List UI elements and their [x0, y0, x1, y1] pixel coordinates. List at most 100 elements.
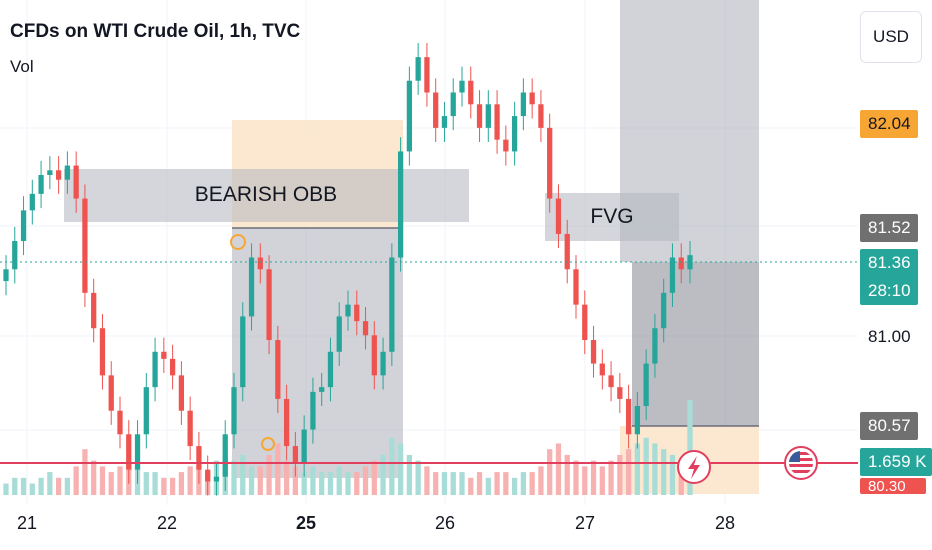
- volume-bar: [573, 460, 579, 495]
- x-tick-label: 25: [295, 513, 317, 533]
- candle-body: [327, 351, 334, 388]
- volume-bar: [354, 472, 360, 495]
- candle-body: [205, 469, 211, 482]
- volume-bar: [450, 472, 456, 495]
- candle-body: [468, 80, 474, 105]
- candle-body: [573, 269, 579, 305]
- volume-bar: [397, 443, 404, 495]
- fvg-label: FVG: [590, 205, 634, 228]
- volume-bar: [424, 466, 430, 495]
- volume-bar: [643, 437, 649, 495]
- volume-indicator-label[interactable]: Vol: [10, 57, 34, 76]
- volume-bar: [266, 454, 272, 495]
- volume-bar: [240, 454, 246, 495]
- candle-body: [213, 476, 220, 482]
- current-price-label: 81.36: [860, 249, 918, 277]
- volume-bar: [494, 472, 500, 495]
- volume-bar: [3, 483, 9, 495]
- volume-bar: [468, 477, 474, 495]
- us-flag-icon[interactable]: [784, 446, 818, 480]
- candle-body: [590, 340, 597, 364]
- volume-bar: [371, 460, 377, 495]
- volume-bar: [547, 449, 553, 495]
- volume-bar: [582, 466, 588, 495]
- candle-body: [538, 104, 544, 128]
- candle-body: [126, 434, 132, 470]
- candle-body: [661, 292, 667, 329]
- volume-bar: [143, 472, 149, 495]
- volume-bar: [38, 477, 44, 495]
- candle-body: [91, 292, 97, 329]
- candle-body: [547, 127, 553, 199]
- candle-body: [555, 198, 562, 234]
- countdown-label: 28:10: [860, 277, 918, 305]
- volume-bar: [99, 466, 106, 495]
- candle-body: [152, 351, 158, 388]
- candle-body: [511, 116, 518, 152]
- candle-body: [187, 410, 193, 447]
- volume-bar: [625, 449, 632, 495]
- candle-body: [494, 104, 500, 140]
- volume-bar: [564, 454, 570, 495]
- signal-marker-circle[interactable]: [230, 234, 246, 250]
- candle-body: [134, 434, 141, 470]
- candle-body: [380, 351, 386, 376]
- candle-body: [564, 233, 570, 270]
- candle-body: [161, 351, 167, 359]
- volume-bar: [47, 472, 53, 495]
- volume-bar: [362, 466, 369, 495]
- candle-body: [406, 80, 413, 152]
- volume-bar: [257, 466, 263, 495]
- currency-button[interactable]: USD: [860, 11, 922, 63]
- volume-bar: [389, 437, 395, 495]
- candles: [3, 43, 693, 496]
- candle-body: [222, 434, 228, 477]
- volume-bar: [310, 466, 316, 495]
- volume-label: 1.659 K: [860, 448, 932, 476]
- candle-body: [433, 92, 439, 128]
- short-position-stop-zone[interactable]: [232, 228, 403, 478]
- volume-bar: [608, 460, 614, 495]
- candle-body: [64, 165, 71, 180]
- candle-body: [12, 241, 18, 270]
- x-tick-label: 27: [574, 513, 596, 533]
- lightning-icon[interactable]: [677, 450, 711, 484]
- candle-body: [415, 57, 421, 81]
- candle-body: [441, 116, 448, 128]
- candle-body: [82, 198, 88, 293]
- candle-body: [582, 304, 588, 340]
- candle-body: [266, 269, 272, 340]
- volume-bar: [275, 443, 281, 495]
- candle-body: [371, 335, 377, 376]
- volume-bar: [538, 466, 544, 495]
- candle-body: [257, 257, 263, 270]
- candle-body: [108, 375, 114, 411]
- candle-body: [3, 269, 9, 282]
- candle-body: [362, 321, 369, 336]
- volume-bar: [73, 466, 79, 495]
- position-upper-zone[interactable]: [620, 0, 759, 262]
- volume-bar: [590, 460, 597, 495]
- candle-body: [55, 170, 62, 180]
- volume-bar: [661, 449, 667, 495]
- volume-bar: [415, 460, 421, 495]
- candle-body: [520, 92, 527, 117]
- level-high-label: 81.52: [860, 214, 918, 242]
- signal-marker-circle[interactable]: [261, 437, 275, 451]
- candle-body: [178, 375, 185, 411]
- candle-body: [529, 92, 535, 105]
- volume-bar: [634, 443, 641, 495]
- candle-body: [20, 210, 27, 241]
- candle-body: [117, 410, 123, 435]
- volume-bar: [555, 443, 562, 495]
- volume-bar: [652, 443, 658, 495]
- candle-body: [397, 151, 404, 258]
- volume-bar: [55, 477, 62, 495]
- candle-body: [336, 316, 342, 352]
- position-mid-zone[interactable]: [632, 262, 759, 426]
- volume-bar: [248, 466, 255, 495]
- volume-bar: [433, 472, 439, 495]
- candle-body: [292, 446, 299, 463]
- bearish-obb-label: BEARISH OBB: [194, 183, 338, 206]
